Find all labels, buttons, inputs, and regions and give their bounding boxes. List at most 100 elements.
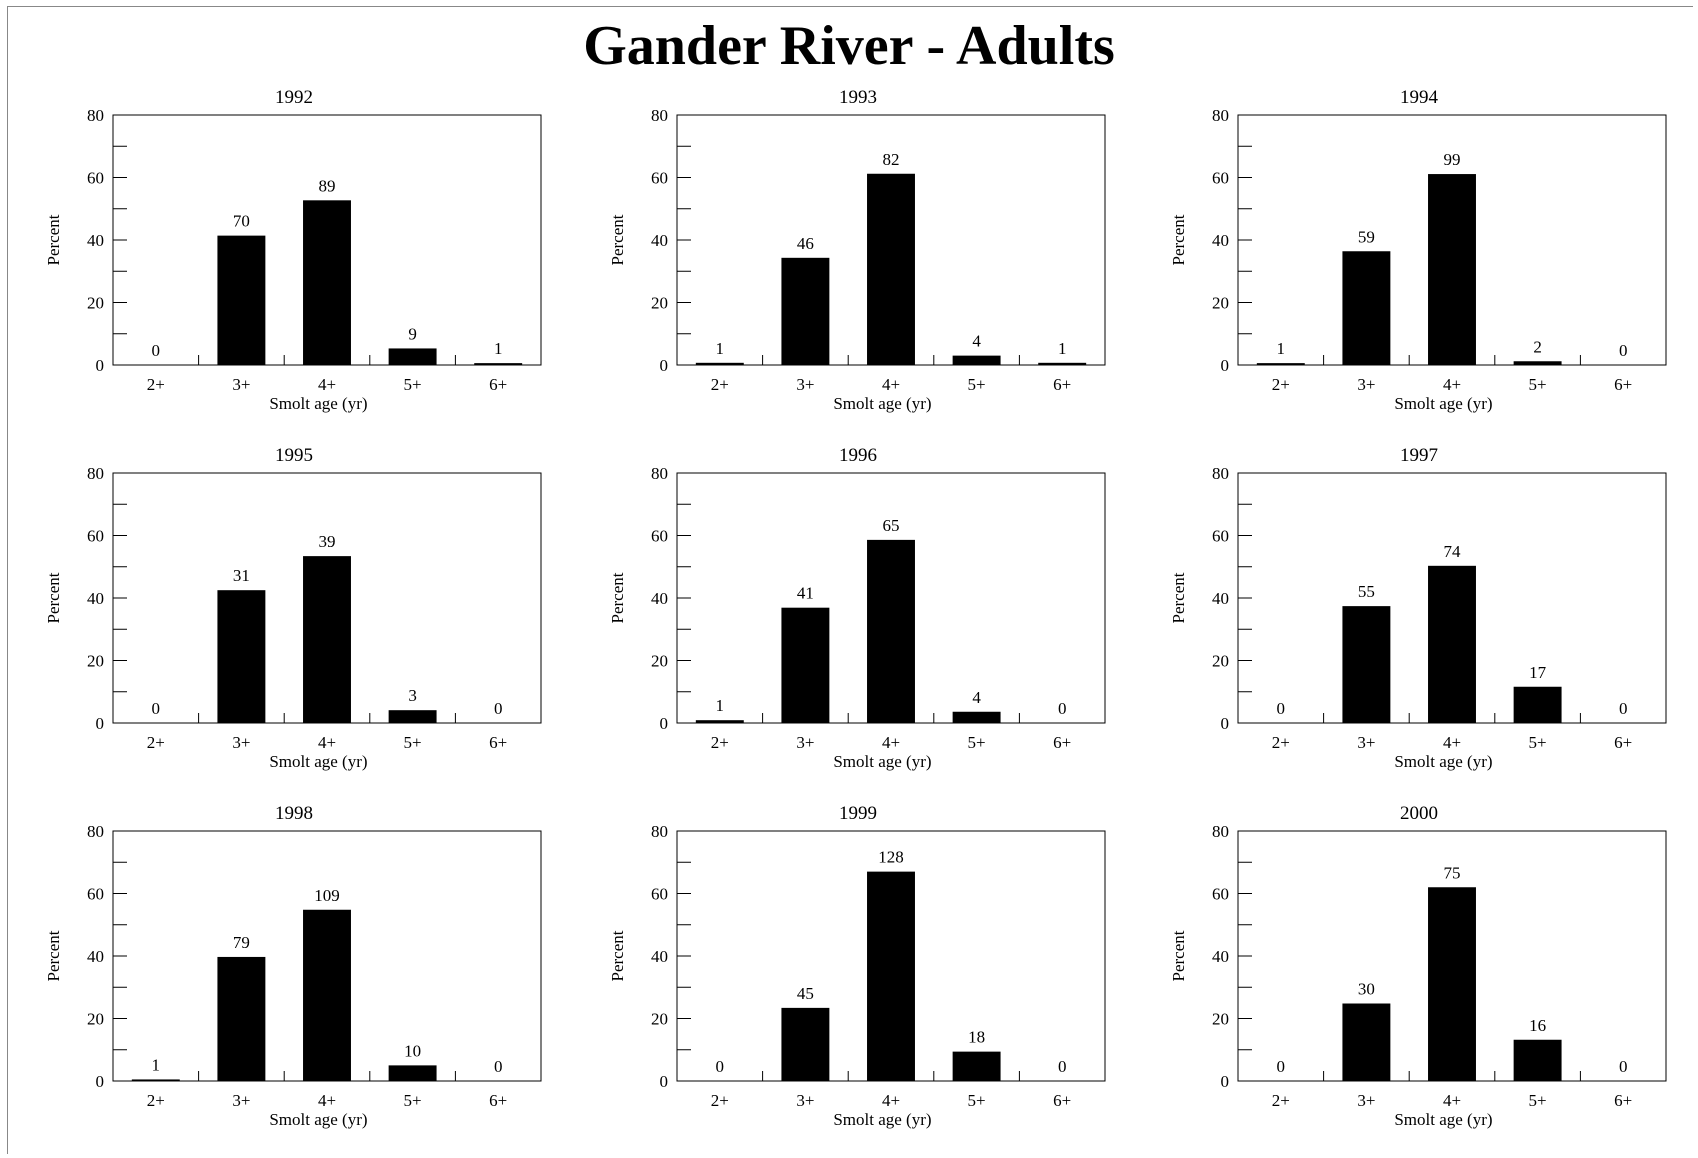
x-tick-label: 2+ [147, 375, 165, 394]
x-tick-label: 6+ [1053, 375, 1071, 394]
bar-3+ [781, 1007, 830, 1081]
x-tick-label: 6+ [1053, 733, 1071, 752]
bar-2+ [131, 723, 180, 724]
x-tick-label: 4+ [318, 375, 336, 394]
x-tick-label: 6+ [1614, 375, 1632, 394]
y-axis-label: Percent [44, 214, 63, 265]
x-tick-label: 6+ [1053, 1091, 1071, 1110]
bar-6+ [1599, 723, 1648, 724]
x-tick-label: 6+ [1614, 1091, 1632, 1110]
y-tick-label: 60 [87, 885, 104, 904]
bar-count-label: 55 [1358, 582, 1375, 601]
bar-5+ [952, 1051, 1001, 1081]
y-tick-label: 60 [1212, 527, 1229, 546]
x-tick-label: 6+ [489, 375, 507, 394]
bar-count-label: 0 [1058, 699, 1067, 718]
bar-count-label: 39 [319, 532, 336, 551]
y-tick-label: 20 [1212, 294, 1229, 313]
x-tick-label: 2+ [1272, 1091, 1290, 1110]
bar-count-label: 0 [1058, 1057, 1067, 1076]
bar-count-label: 1 [1058, 339, 1067, 358]
chart-title: 1992 [275, 87, 313, 108]
chart-title: 1997 [1400, 445, 1438, 466]
bar-5+ [952, 355, 1001, 365]
y-tick-label: 20 [87, 294, 104, 313]
y-tick-label: 20 [651, 652, 668, 671]
bar-count-label: 1 [716, 696, 725, 715]
bar-5+ [388, 710, 437, 723]
bar-count-label: 16 [1529, 1016, 1546, 1035]
y-tick-label: 0 [1221, 356, 1230, 375]
bar-5+ [1513, 686, 1562, 723]
chart-2000: 2000 0 20 40 60 80 Percent 0 2+ 30 3+ 75 4+ 16 5+ 0 6+ Sm… [1169, 803, 1667, 1129]
x-tick-label: 5+ [404, 375, 422, 394]
bar-count-label: 0 [1619, 699, 1628, 718]
bar-5+ [1513, 1039, 1562, 1081]
bar-count-label: 0 [1619, 341, 1628, 360]
chart-title: 1993 [839, 87, 877, 108]
y-tick-label: 40 [87, 589, 104, 608]
x-tick-label: 3+ [1357, 1091, 1375, 1110]
bar-count-label: 70 [233, 212, 250, 231]
bar-5+ [388, 348, 437, 365]
bar-count-label: 0 [494, 699, 503, 718]
bar-2+ [1256, 1081, 1305, 1082]
x-tick-label: 3+ [232, 1091, 250, 1110]
bar-5+ [388, 1065, 437, 1081]
bar-3+ [217, 956, 266, 1081]
bar-count-label: 0 [1277, 1057, 1286, 1076]
bar-count-label: 59 [1358, 227, 1375, 246]
bar-count-label: 1 [494, 339, 503, 358]
y-tick-label: 40 [87, 231, 104, 250]
x-tick-label: 2+ [1272, 733, 1290, 752]
x-tick-label: 5+ [1529, 1091, 1547, 1110]
chart-1996: 1996 0 20 40 60 80 Percent 1 2+ 41 3+ 65 4+ 4 5+ 0 6+ Smo… [608, 445, 1106, 771]
bar-2+ [695, 720, 744, 723]
y-tick-label: 60 [87, 169, 104, 188]
chart-1998: 1998 0 20 40 60 80 Percent 1 2+ 79 3+ 109 4+ 10 5+ 0 6+ S… [44, 803, 542, 1129]
x-axis-label: Smolt age (yr) [269, 1110, 367, 1129]
bar-count-label: 79 [233, 933, 250, 952]
bar-6+ [474, 1081, 523, 1082]
x-tick-label: 5+ [968, 733, 986, 752]
bar-5+ [952, 711, 1001, 723]
y-tick-label: 40 [1212, 947, 1229, 966]
bar-6+ [1599, 1081, 1648, 1082]
y-tick-label: 80 [1212, 822, 1229, 841]
y-axis-label: Percent [44, 930, 63, 981]
bar-count-label: 75 [1444, 863, 1461, 882]
x-tick-label: 4+ [1443, 375, 1461, 394]
bar-6+ [474, 363, 523, 365]
y-tick-label: 0 [1221, 714, 1230, 733]
bar-6+ [1599, 365, 1648, 366]
bar-count-label: 4 [972, 332, 981, 351]
bar-3+ [1342, 251, 1391, 365]
x-axis-label: Smolt age (yr) [1394, 752, 1492, 771]
bar-6+ [1038, 1081, 1087, 1082]
bar-count-label: 1 [1277, 339, 1286, 358]
x-tick-label: 3+ [232, 375, 250, 394]
x-tick-label: 5+ [968, 375, 986, 394]
y-tick-label: 20 [651, 1010, 668, 1029]
x-tick-label: 3+ [796, 733, 814, 752]
y-tick-label: 80 [651, 822, 668, 841]
y-tick-label: 0 [660, 714, 669, 733]
chart-1997: 1997 0 20 40 60 80 Percent 0 2+ 55 3+ 74 4+ 17 5+ 0 6+ Sm… [1169, 445, 1667, 771]
y-tick-label: 40 [1212, 589, 1229, 608]
bar-count-label: 0 [1277, 699, 1286, 718]
x-tick-label: 4+ [1443, 1091, 1461, 1110]
x-tick-label: 3+ [1357, 375, 1375, 394]
bar-count-label: 41 [797, 584, 814, 603]
bar-2+ [695, 362, 744, 365]
x-axis-label: Smolt age (yr) [833, 1110, 931, 1129]
bar-count-label: 0 [1619, 1057, 1628, 1076]
bar-count-label: 82 [883, 150, 900, 169]
bar-count-label: 30 [1358, 980, 1375, 999]
y-axis-label: Percent [1169, 214, 1188, 265]
bar-6+ [474, 723, 523, 724]
chart-title: 1995 [275, 445, 313, 466]
bar-4+ [303, 556, 351, 723]
bar-6+ [1038, 723, 1087, 724]
y-tick-label: 0 [1221, 1072, 1230, 1091]
